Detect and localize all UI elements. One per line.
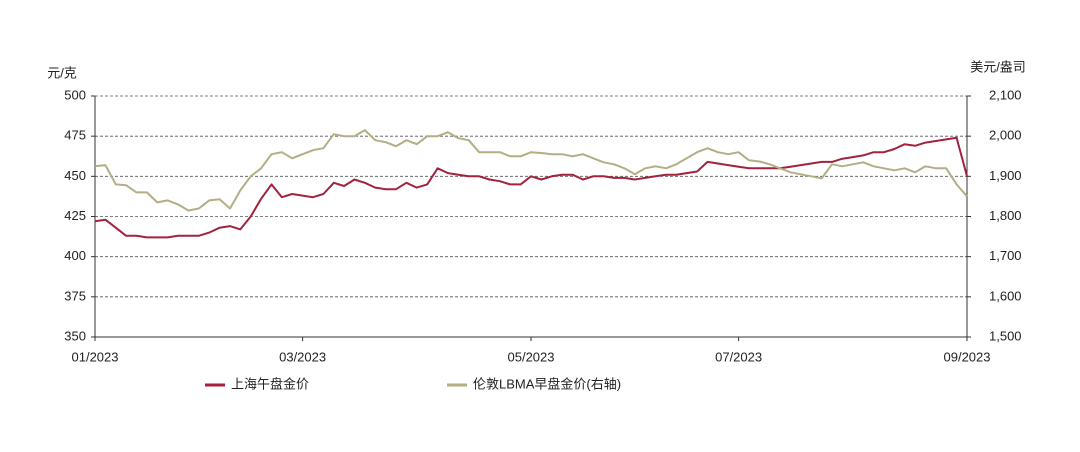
legend-label: 伦敦LBMA早盘金价(右轴) xyxy=(473,376,621,391)
x-tick-label: 07/2023 xyxy=(715,349,762,364)
y-tick-label: 400 xyxy=(64,248,86,263)
y2-tick-label: 2,000 xyxy=(989,128,1022,143)
series-line xyxy=(94,136,968,239)
y-tick-label: 425 xyxy=(64,208,86,223)
y-axis-label: 元/克 xyxy=(47,65,77,80)
y2-tick-label: 1,700 xyxy=(989,248,1022,263)
x-tick-label: 09/2023 xyxy=(944,349,991,364)
y2-axis-label: 美元/盎司 xyxy=(970,59,1026,74)
y-tick-label: 375 xyxy=(64,288,86,303)
y2-tick-label: 1,800 xyxy=(989,208,1022,223)
y2-tick-label: 1,900 xyxy=(989,168,1022,183)
y2-tick-label: 1,500 xyxy=(989,328,1022,343)
y-tick-label: 350 xyxy=(64,328,86,343)
y-tick-label: 475 xyxy=(64,128,86,143)
legend-label: 上海午盘金价 xyxy=(231,376,309,391)
y2-tick-label: 1,600 xyxy=(989,288,1022,303)
x-tick-label: 03/2023 xyxy=(279,349,326,364)
y2-tick-label: 2,100 xyxy=(989,87,1022,102)
x-tick-label: 01/2023 xyxy=(72,349,119,364)
series-line xyxy=(94,129,968,212)
y-tick-label: 450 xyxy=(64,168,86,183)
x-tick-label: 05/2023 xyxy=(508,349,555,364)
y-tick-label: 500 xyxy=(64,87,86,102)
